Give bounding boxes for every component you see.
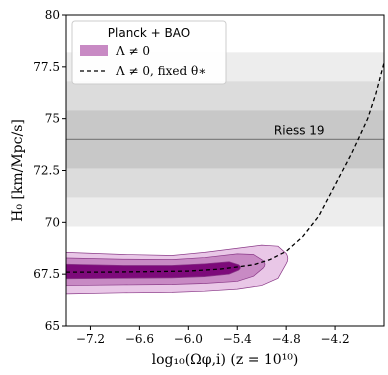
legend-entry-contour: Λ ≠ 0 — [115, 44, 150, 58]
legend-box — [71, 20, 227, 85]
legend-swatch-contour — [80, 45, 108, 56]
x-tick-label: −5.4 — [223, 332, 253, 346]
legend-title: Planck + BAO — [108, 26, 190, 40]
reference-label: Riess 19 — [274, 123, 325, 137]
y-tick-label: 67.5 — [33, 267, 60, 281]
y-tick-label: 65 — [45, 319, 60, 333]
posterior-contours — [66, 244, 289, 295]
y-tick-label: 72.5 — [33, 164, 60, 178]
series-line-0 — [66, 62, 384, 273]
x-axis: −7.2 −6.6 −6.0 −5.4 −4.8 −4.2 — [76, 326, 350, 346]
y-axis-label: H₀ [km/Mpc/s] — [10, 119, 26, 222]
legend: Planck + BAO Λ ≠ 0 Λ ≠ 0, fixed θ∗ — [71, 20, 227, 85]
x-tick-label: −6.6 — [125, 332, 154, 346]
series-layer — [66, 62, 384, 273]
y-tick-label: 80 — [45, 8, 60, 22]
x-tick-label: −6.0 — [174, 332, 203, 346]
x-tick-label: −4.2 — [321, 332, 350, 346]
y-tick-label: 70 — [45, 215, 60, 229]
contour-inner — [66, 261, 241, 280]
legend-entry-dashed: Λ ≠ 0, fixed θ∗ — [115, 64, 206, 78]
x-tick-label: −7.2 — [76, 332, 105, 346]
y-tick-label: 77.5 — [33, 60, 60, 74]
x-tick-label: −4.8 — [272, 332, 301, 346]
y-axis: 65 67.5 70 72.5 75 77.5 80 — [33, 8, 66, 333]
y-tick-label: 75 — [45, 112, 60, 126]
x-axis-label: log₁₀(Ωφ,i) (z = 10¹⁰) — [152, 352, 299, 368]
